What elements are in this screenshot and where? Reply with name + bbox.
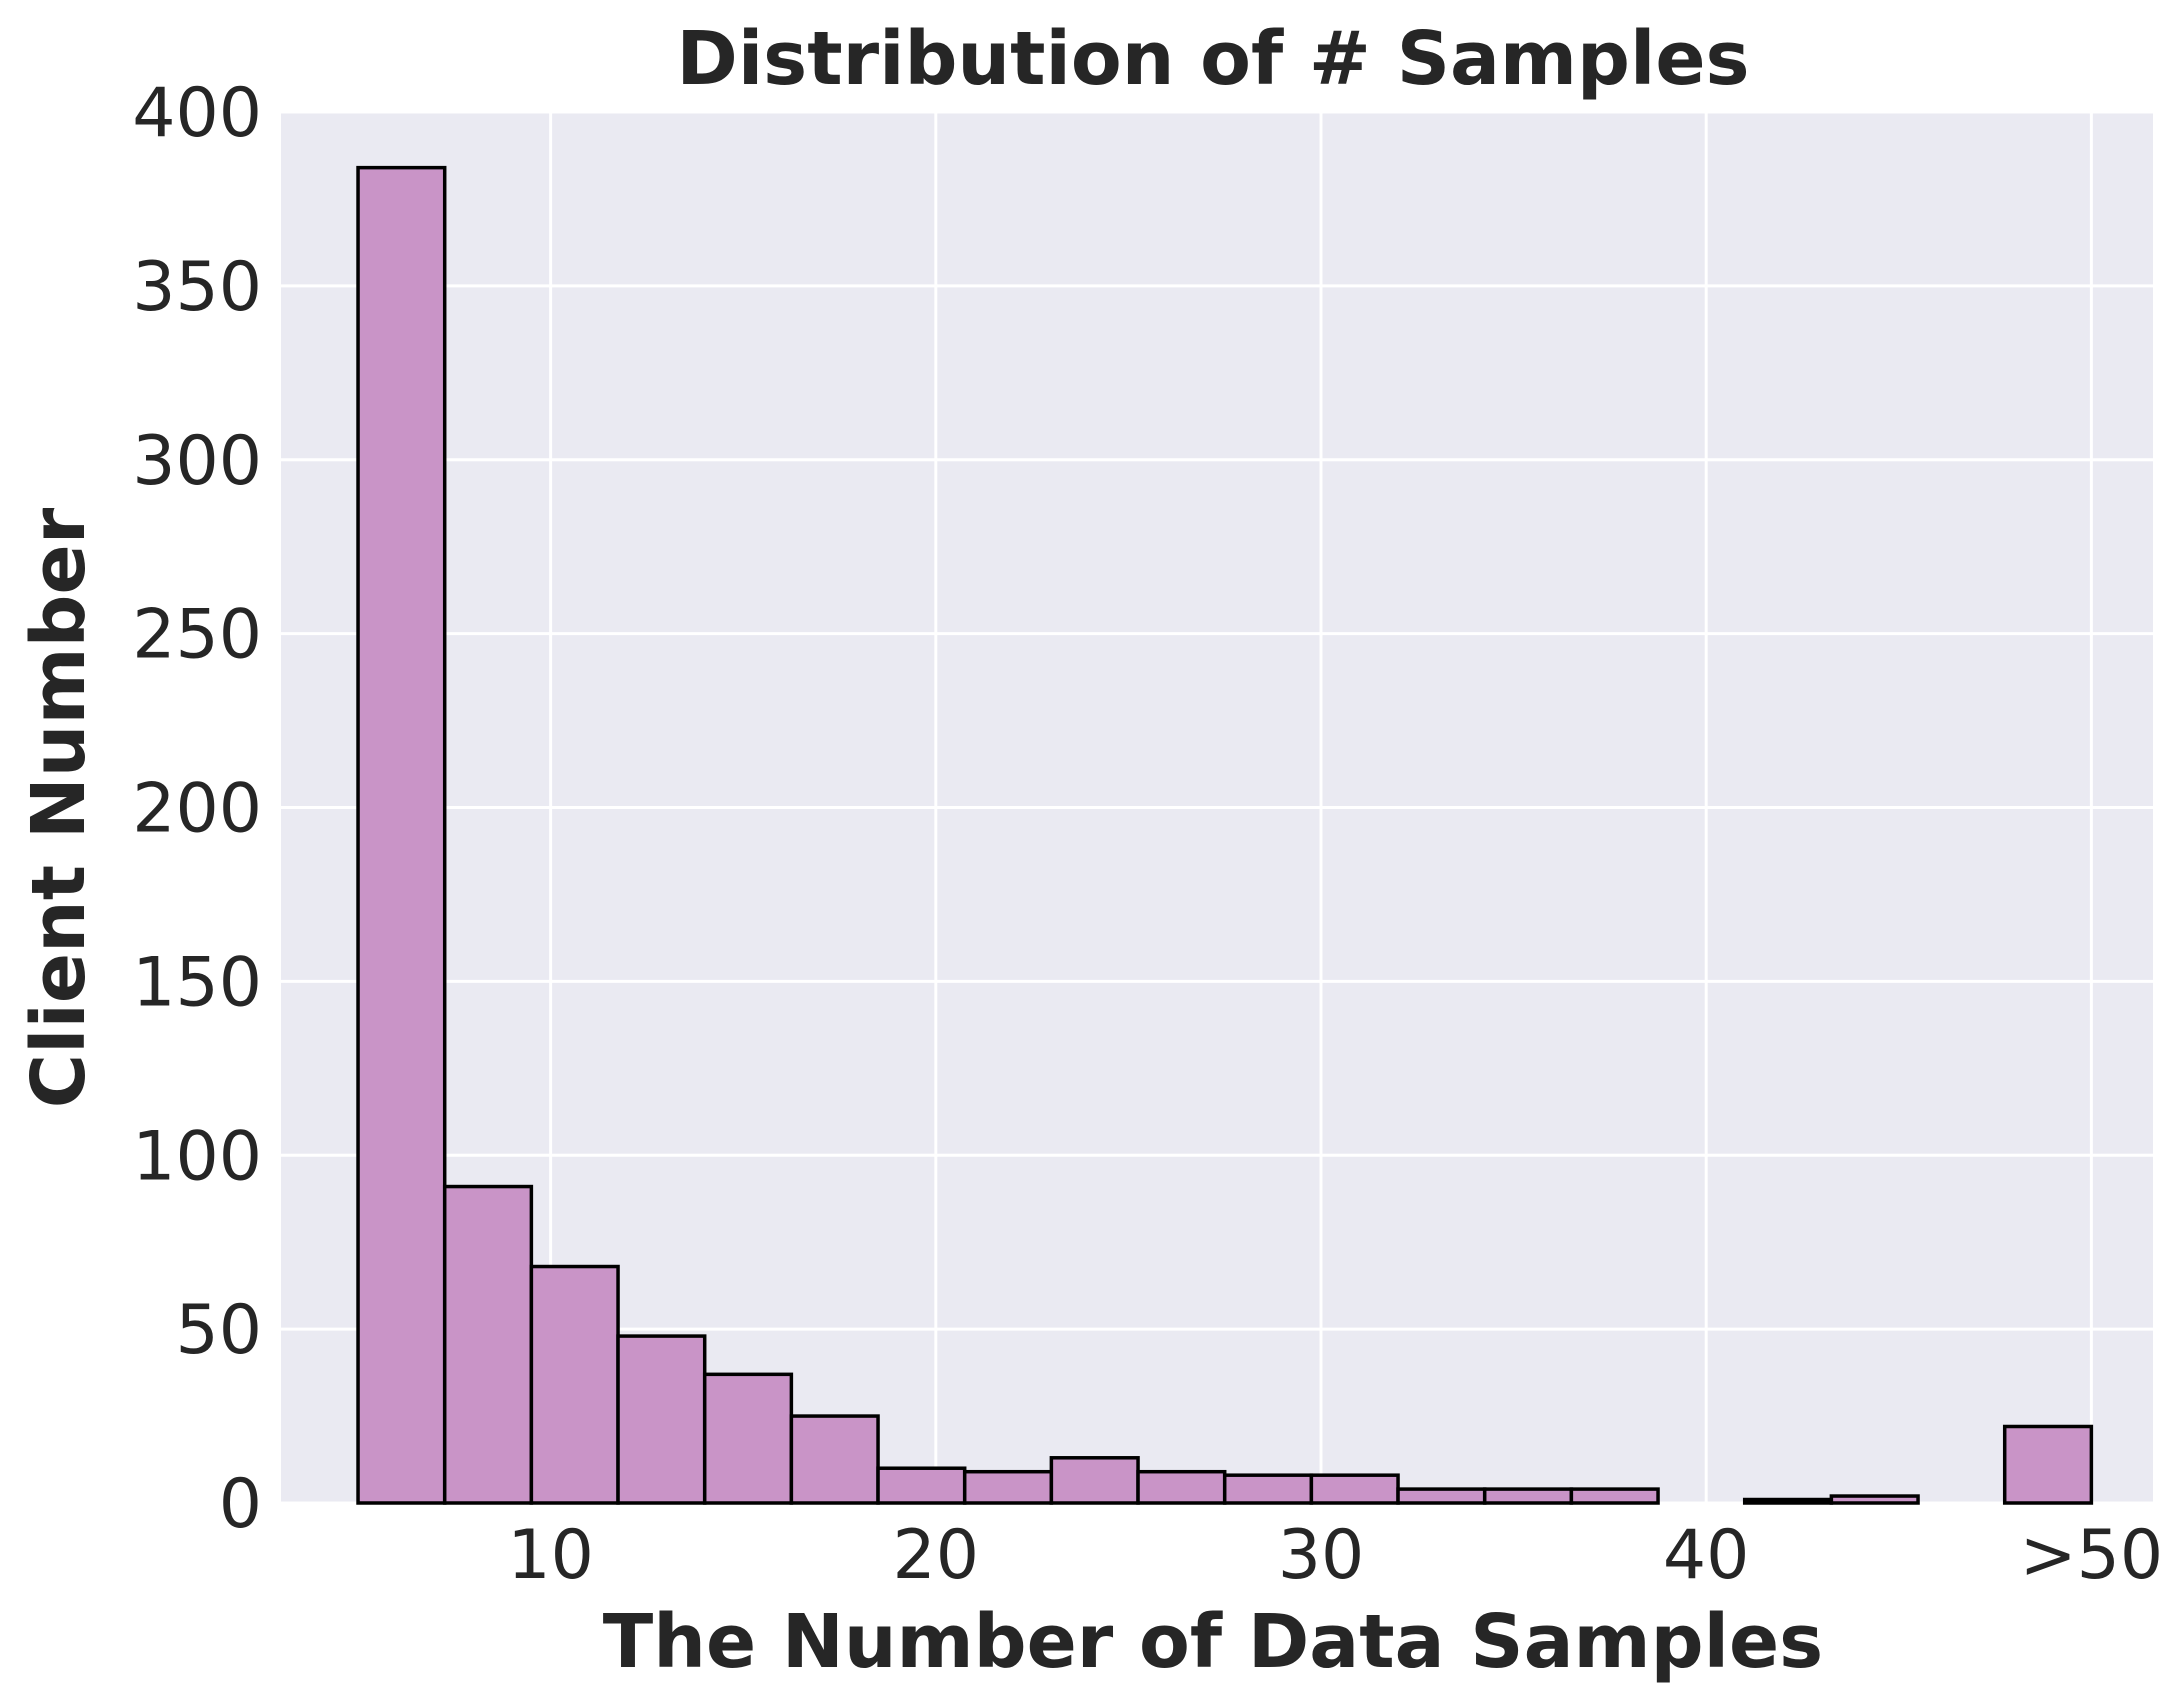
histogram-bar [442, 1184, 534, 1505]
histogram-bar [1049, 1456, 1140, 1505]
x-tick-label: 20 [893, 1516, 980, 1595]
histogram-bar [1309, 1473, 1400, 1505]
y-tick-label: 250 [132, 596, 262, 675]
x-tick-label: >50 [2020, 1516, 2164, 1595]
y-tick-label: 50 [175, 1291, 262, 1370]
y-tick-label: 400 [132, 74, 262, 153]
histogram-bar [789, 1414, 880, 1505]
histogram-bar [356, 165, 447, 1505]
histogram-bar [1222, 1473, 1314, 1505]
histogram-bar [1482, 1487, 1574, 1505]
histogram-bar [1136, 1469, 1227, 1505]
x-axis-label: The Number of Data Samples [603, 1599, 1823, 1685]
y-tick-label: 150 [132, 943, 262, 1022]
histogram-bar [702, 1372, 794, 1505]
y-tick-label: 0 [219, 1465, 262, 1544]
bars [356, 165, 2094, 1505]
histogram-bar [616, 1334, 707, 1505]
y-tick-label: 100 [132, 1117, 262, 1196]
histogram-bar [1569, 1487, 1660, 1505]
x-tick-label: 40 [1663, 1516, 1750, 1595]
histogram-bar [876, 1466, 967, 1505]
x-tick-labels: 10 20 30 40 >50 [507, 1516, 2163, 1595]
histogram-bar [962, 1469, 1054, 1505]
y-tick-label: 300 [132, 422, 262, 501]
histogram-bar [2002, 1424, 2094, 1505]
y-tick-label: 350 [132, 248, 262, 327]
y-tick-label: 200 [132, 770, 262, 849]
y-axis-label: Client Number [16, 507, 102, 1108]
histogram-bar [1829, 1494, 1920, 1505]
x-tick-label: 10 [507, 1516, 594, 1595]
y-tick-labels: 0 50 100 150 200 250 300 350 400 [132, 74, 262, 1544]
chart-title: Distribution of # Samples [676, 16, 1749, 102]
histogram-bar [1396, 1487, 1487, 1505]
x-tick-label: 30 [1278, 1516, 1365, 1595]
histogram-bar [1742, 1497, 1834, 1505]
histogram-bar [529, 1264, 620, 1505]
